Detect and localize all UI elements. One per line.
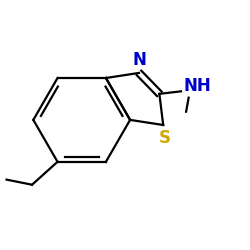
- Text: NH: NH: [184, 77, 211, 95]
- Text: S: S: [158, 129, 170, 147]
- Text: N: N: [132, 51, 146, 69]
